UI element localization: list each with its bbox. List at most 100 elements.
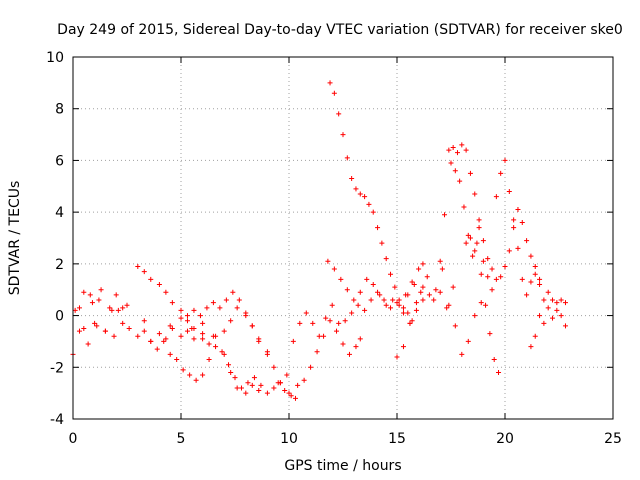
data-point — [184, 328, 190, 334]
data-point — [457, 178, 463, 184]
data-point — [271, 385, 277, 391]
y-tick-label: 4 — [55, 205, 64, 221]
series-f — [189, 320, 262, 396]
data-point — [467, 170, 473, 176]
data-point — [349, 310, 355, 316]
data-point — [349, 176, 355, 182]
data-point — [357, 289, 363, 295]
data-point — [439, 266, 445, 272]
data-point — [562, 323, 568, 329]
series-j — [327, 80, 415, 324]
data-point — [437, 289, 443, 295]
data-point — [331, 266, 337, 272]
data-point — [169, 326, 175, 331]
y-tick-label: -2 — [50, 360, 64, 376]
data-point — [316, 333, 322, 339]
data-point — [200, 331, 206, 337]
data-point — [141, 318, 147, 324]
data-point — [221, 328, 227, 334]
data-point — [498, 170, 504, 176]
data-point — [223, 297, 229, 303]
data-point — [163, 289, 169, 295]
data-point — [126, 326, 132, 331]
data-point — [174, 357, 180, 363]
data-point — [249, 323, 255, 329]
data-point — [200, 320, 206, 326]
data-point — [379, 240, 385, 246]
data-point — [532, 263, 538, 269]
data-point — [148, 338, 154, 344]
data-point — [331, 90, 337, 96]
data-point — [338, 276, 344, 282]
data-point — [377, 292, 383, 298]
data-point — [219, 349, 225, 355]
data-point — [135, 263, 141, 269]
data-point — [532, 271, 538, 277]
data-point — [238, 385, 244, 391]
data-point — [76, 328, 82, 334]
data-point — [431, 297, 437, 303]
data-point — [288, 393, 294, 399]
data-point — [167, 351, 173, 357]
data-point — [459, 351, 465, 357]
data-point — [558, 297, 564, 303]
data-point — [545, 289, 551, 295]
data-point — [232, 375, 238, 381]
data-point — [446, 147, 452, 153]
data-point — [228, 369, 234, 375]
data-point — [191, 336, 197, 342]
data-point — [362, 194, 368, 200]
data-point — [550, 315, 556, 321]
data-point — [465, 338, 471, 344]
data-point — [323, 315, 329, 321]
data-point — [251, 375, 257, 381]
data-point — [245, 380, 251, 386]
data-point — [502, 263, 508, 269]
data-point — [381, 297, 387, 303]
data-point — [362, 307, 368, 313]
data-point — [554, 307, 560, 313]
data-point — [353, 344, 359, 350]
data-point — [346, 351, 352, 357]
data-point — [388, 305, 394, 311]
data-point — [120, 305, 126, 311]
data-point — [297, 320, 303, 326]
series-a — [70, 292, 206, 357]
data-point — [558, 313, 564, 319]
data-point — [450, 145, 456, 150]
data-point — [461, 204, 467, 210]
data-point — [200, 372, 206, 378]
data-point — [554, 300, 560, 306]
data-point — [249, 382, 255, 388]
data-point — [485, 274, 491, 280]
data-point — [420, 297, 426, 303]
x-tick-label: 15 — [388, 431, 406, 447]
data-point — [178, 315, 184, 321]
series-k — [394, 266, 484, 360]
data-point — [437, 258, 443, 264]
data-point — [446, 302, 452, 308]
data-point — [364, 276, 370, 282]
data-point — [113, 292, 119, 298]
data-point — [221, 351, 227, 357]
data-point — [370, 282, 376, 288]
data-point — [489, 287, 495, 293]
data-point — [156, 282, 162, 288]
data-point — [532, 333, 538, 339]
data-point — [115, 307, 121, 313]
data-point — [465, 232, 471, 238]
y-tick-label: -4 — [50, 412, 64, 428]
data-point — [472, 313, 478, 319]
data-point — [442, 212, 448, 218]
data-point — [163, 336, 169, 342]
data-point — [502, 157, 508, 163]
data-point — [89, 300, 95, 306]
data-point — [463, 147, 469, 153]
data-point — [452, 323, 458, 329]
data-point — [452, 168, 458, 174]
data-point — [528, 279, 534, 285]
data-point — [102, 328, 108, 334]
data-point — [303, 310, 309, 316]
data-point — [519, 219, 525, 225]
data-point — [420, 284, 426, 290]
